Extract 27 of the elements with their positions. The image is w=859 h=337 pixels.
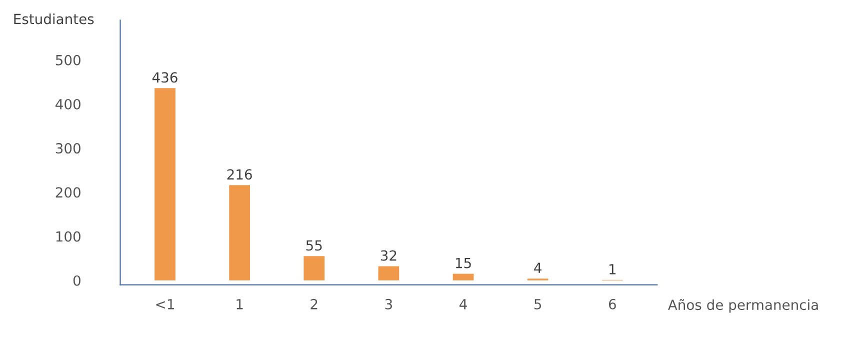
y-axis-title: Estudiantes xyxy=(14,14,94,24)
data-label: 436 xyxy=(152,72,178,83)
bar xyxy=(229,185,250,280)
y-tick-label: 100 xyxy=(56,231,80,242)
x-tick-label: 6 xyxy=(608,298,616,310)
x-tick-label: 3 xyxy=(385,298,392,310)
data-label: 216 xyxy=(227,169,252,180)
bar xyxy=(304,256,325,280)
y-tick-label: 200 xyxy=(56,187,80,198)
y-tick-label: 500 xyxy=(56,54,80,66)
x-axis-title: Años de permanencia xyxy=(668,299,818,313)
bar xyxy=(154,88,176,280)
bar xyxy=(378,266,400,280)
x-tick-label: <1 xyxy=(156,299,174,310)
data-label: 15 xyxy=(456,258,471,268)
y-tick-label: 400 xyxy=(56,98,80,110)
data-label: 32 xyxy=(380,250,396,261)
data-label: 55 xyxy=(306,240,322,251)
x-tick-label: 4 xyxy=(460,299,467,310)
bar xyxy=(452,274,474,280)
y-tick-label: 300 xyxy=(56,143,80,154)
x-tick-label: 5 xyxy=(534,299,542,310)
data-label: 4 xyxy=(534,262,542,273)
data-label: 1 xyxy=(610,264,616,274)
x-tick-label: 2 xyxy=(310,298,318,310)
x-tick-label: 1 xyxy=(236,299,243,310)
y-tick-label: 0 xyxy=(73,275,80,286)
